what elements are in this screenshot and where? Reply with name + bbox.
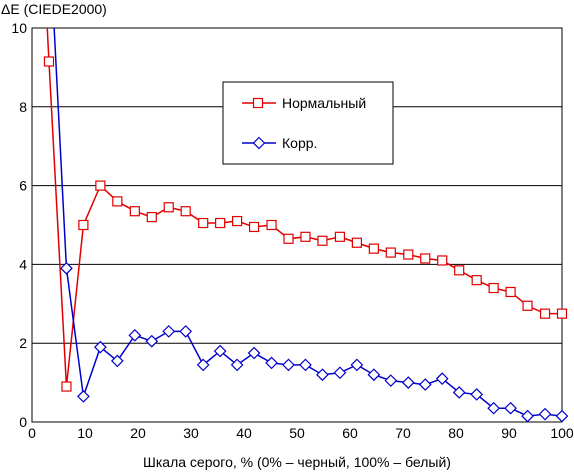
point-s1-18 (367, 368, 381, 382)
x-tick-label: 20 (130, 425, 146, 441)
point-s1-28 (538, 407, 552, 421)
point-s1-21 (418, 378, 432, 391)
series-layer (46, 28, 562, 417)
point-s0-24 (454, 265, 465, 276)
plot-area (31, 27, 563, 423)
legend-marker-corr (252, 136, 266, 150)
point-s0-0 (43, 56, 55, 67)
point-s0-14 (283, 233, 294, 244)
legend-box (222, 81, 394, 165)
point-s0-21 (403, 249, 414, 260)
markers-layer (43, 56, 569, 423)
point-s1-20 (401, 376, 415, 389)
point-s0-12 (248, 221, 260, 233)
legend-label-normal: Нормальный (282, 95, 366, 111)
x-tick-label: 80 (448, 425, 464, 441)
point-s0-10 (215, 217, 226, 229)
x-axis-title: Шкала серого, % (0% – черный, 100% – бел… (143, 454, 451, 470)
point-s1-4 (128, 328, 142, 342)
point-s0-1 (61, 381, 72, 392)
point-s0-13 (266, 219, 277, 231)
legend: Нормальный Корр. (222, 81, 394, 165)
point-s0-25 (471, 275, 482, 286)
point-s1-14 (299, 358, 312, 372)
point-s0-3 (95, 180, 106, 191)
point-s1-22 (435, 372, 449, 386)
y-tick-label: 8 (19, 99, 27, 115)
y-axis-title: ΔE (CIEDE2000) (1, 1, 107, 17)
x-tick-label: 90 (501, 425, 517, 441)
point-s0-18 (351, 237, 362, 248)
y-tick-label: 6 (19, 178, 27, 194)
x-tick-label: 50 (289, 425, 305, 441)
point-s0-23 (437, 255, 448, 266)
point-s1-5 (145, 334, 159, 348)
x-tick-label: 100 (550, 425, 574, 441)
point-s0-6 (146, 212, 157, 223)
point-s1-13 (282, 358, 295, 372)
point-s1-26 (504, 401, 517, 415)
point-s1-2 (94, 340, 107, 354)
x-tick-label: 60 (342, 425, 358, 441)
x-tick-label: 30 (183, 425, 199, 441)
point-s0-27 (505, 286, 516, 298)
point-s1-3 (110, 354, 124, 368)
point-s0-30 (556, 308, 568, 319)
point-s0-8 (180, 206, 191, 217)
y-tick-label: 0 (19, 414, 27, 430)
point-s0-22 (420, 253, 431, 264)
y-tick-label: 2 (19, 335, 27, 351)
point-s0-26 (488, 282, 499, 294)
point-s1-7 (179, 325, 193, 338)
point-s0-15 (300, 231, 311, 242)
point-s0-17 (334, 231, 346, 242)
y-tick-label: 10 (11, 20, 27, 36)
point-s1-12 (265, 356, 278, 370)
point-s1-6 (162, 325, 176, 338)
point-s0-2 (78, 219, 89, 231)
x-tick-labels: 0 10 20 30 40 50 60 70 80 90 100 (28, 425, 574, 441)
y-tick-label: 4 (19, 256, 27, 272)
point-s0-28 (522, 300, 533, 311)
point-s1-29 (555, 409, 569, 423)
point-s1-15 (316, 368, 329, 382)
point-s0-9 (198, 217, 209, 229)
point-s1-23 (452, 386, 466, 399)
point-s0-7 (163, 202, 174, 213)
point-s1-8 (196, 358, 210, 372)
point-s1-17 (350, 358, 364, 372)
legend-label-corr: Корр. (282, 135, 317, 151)
point-s1-24 (470, 388, 484, 401)
point-s0-11 (232, 215, 243, 227)
point-s1-27 (521, 409, 534, 423)
point-s0-20 (385, 247, 396, 258)
x-tick-label: 40 (236, 425, 252, 441)
point-s0-16 (317, 235, 328, 246)
point-s1-9 (213, 344, 227, 358)
point-s1-19 (384, 374, 398, 387)
point-s0-5 (129, 206, 140, 217)
point-s1-25 (487, 401, 500, 415)
point-s1-16 (333, 366, 347, 380)
x-tick-label: 0 (28, 425, 36, 441)
y-tick-labels: 0 2 4 6 8 10 (11, 20, 27, 430)
point-s0-4 (112, 196, 123, 207)
point-s1-10 (230, 358, 244, 372)
point-s1-1 (77, 390, 90, 403)
point-s1-0 (60, 261, 73, 275)
legend-marker-normal (252, 97, 264, 109)
x-tick-label: 70 (395, 425, 411, 441)
point-s0-29 (539, 308, 551, 319)
x-tick-label: 10 (77, 425, 93, 441)
series-line-0 (46, 28, 562, 387)
point-s1-11 (247, 346, 261, 360)
point-s0-19 (368, 243, 379, 254)
